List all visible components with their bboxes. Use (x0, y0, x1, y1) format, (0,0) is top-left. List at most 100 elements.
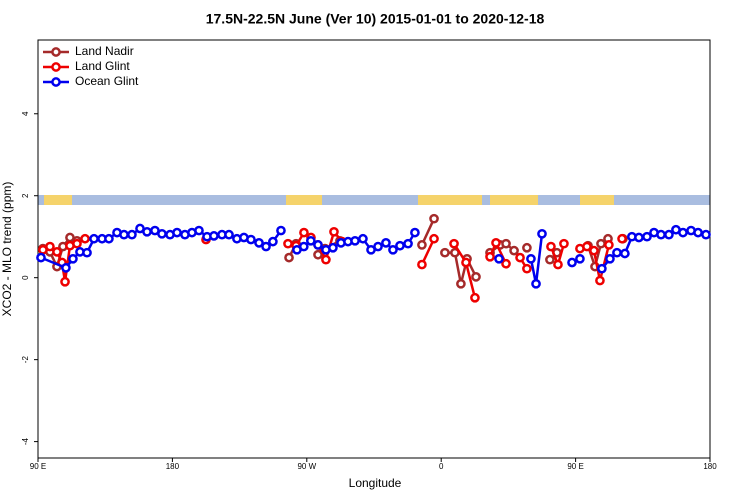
point (82, 247, 92, 258)
point (429, 233, 439, 244)
point (456, 278, 466, 289)
point (620, 248, 630, 259)
point (381, 238, 391, 248)
point (395, 240, 405, 251)
point (45, 241, 55, 252)
point (350, 235, 360, 246)
point (494, 253, 504, 264)
point (501, 238, 511, 249)
point (642, 231, 652, 242)
point (522, 242, 532, 253)
point (545, 254, 555, 265)
y-tick-label: -2 (21, 356, 30, 364)
point (36, 252, 46, 263)
y-tick-label: 0 (21, 275, 30, 280)
point (388, 244, 398, 255)
point (119, 229, 129, 240)
point (80, 233, 90, 244)
point (142, 226, 152, 237)
legend-label: Ocean Glint (75, 74, 139, 88)
point (127, 229, 137, 240)
point (305, 235, 316, 246)
point (52, 247, 62, 257)
point (596, 238, 606, 249)
point (589, 245, 599, 256)
point (597, 263, 607, 274)
point (515, 252, 525, 263)
point (501, 258, 511, 269)
point (471, 272, 481, 282)
point (299, 227, 309, 238)
point (559, 238, 569, 249)
point (89, 233, 99, 244)
point (283, 238, 293, 249)
point (61, 263, 71, 273)
point (440, 247, 450, 258)
point (461, 257, 471, 268)
point (701, 229, 711, 240)
point (553, 259, 563, 270)
plot-frame (37, 39, 711, 459)
y-axis-label: XCO2 - MLO trend (ppm) (0, 182, 14, 317)
point (537, 228, 547, 239)
point (522, 263, 532, 274)
point (656, 229, 666, 240)
point (328, 242, 338, 253)
point (276, 225, 286, 236)
point (612, 247, 622, 258)
point (546, 241, 556, 252)
point (209, 231, 219, 241)
point (313, 240, 323, 250)
point (60, 276, 70, 287)
point (605, 253, 615, 264)
point (491, 238, 501, 248)
point (172, 227, 182, 238)
point (254, 238, 264, 248)
point (321, 254, 331, 265)
point (575, 253, 585, 264)
point (604, 240, 614, 250)
point (485, 251, 495, 262)
point (678, 227, 688, 238)
point (104, 233, 114, 244)
point (157, 228, 167, 239)
x-tick-label: 0 (439, 462, 444, 471)
point (417, 240, 427, 250)
point (449, 238, 459, 249)
y-tick-label: -4 (21, 438, 30, 446)
legend-label: Land Nadir (75, 44, 134, 58)
point (261, 241, 271, 252)
x-tick-label: 90 W (297, 462, 316, 471)
point (298, 241, 309, 252)
point (470, 292, 480, 303)
point (373, 241, 383, 252)
point (410, 227, 420, 238)
x-tick-label: 180 (166, 462, 180, 471)
point (617, 233, 627, 244)
point (582, 241, 592, 252)
chart-title: 17.5N-22.5N June (Ver 10) 2015-01-01 to … (206, 11, 545, 27)
y-tick-label: 2 (21, 193, 30, 198)
point (72, 238, 82, 249)
map-strip (38, 195, 710, 205)
point (634, 232, 644, 243)
point (313, 249, 323, 260)
point (526, 253, 536, 264)
point (567, 257, 577, 268)
point (429, 213, 439, 224)
legend-marker (51, 77, 61, 87)
point (595, 275, 605, 286)
point (509, 245, 519, 256)
legend-label: Land Glint (75, 59, 130, 73)
x-axis-label: Longitude (349, 476, 402, 490)
point (664, 229, 674, 240)
x-tick-label: 180 (703, 462, 717, 471)
point (246, 234, 256, 245)
point (417, 259, 427, 270)
legend-marker (51, 47, 61, 57)
point (693, 227, 703, 238)
y-tick-label: 4 (21, 111, 30, 116)
x-tick-label: 90 E (567, 462, 583, 471)
point (329, 226, 339, 237)
